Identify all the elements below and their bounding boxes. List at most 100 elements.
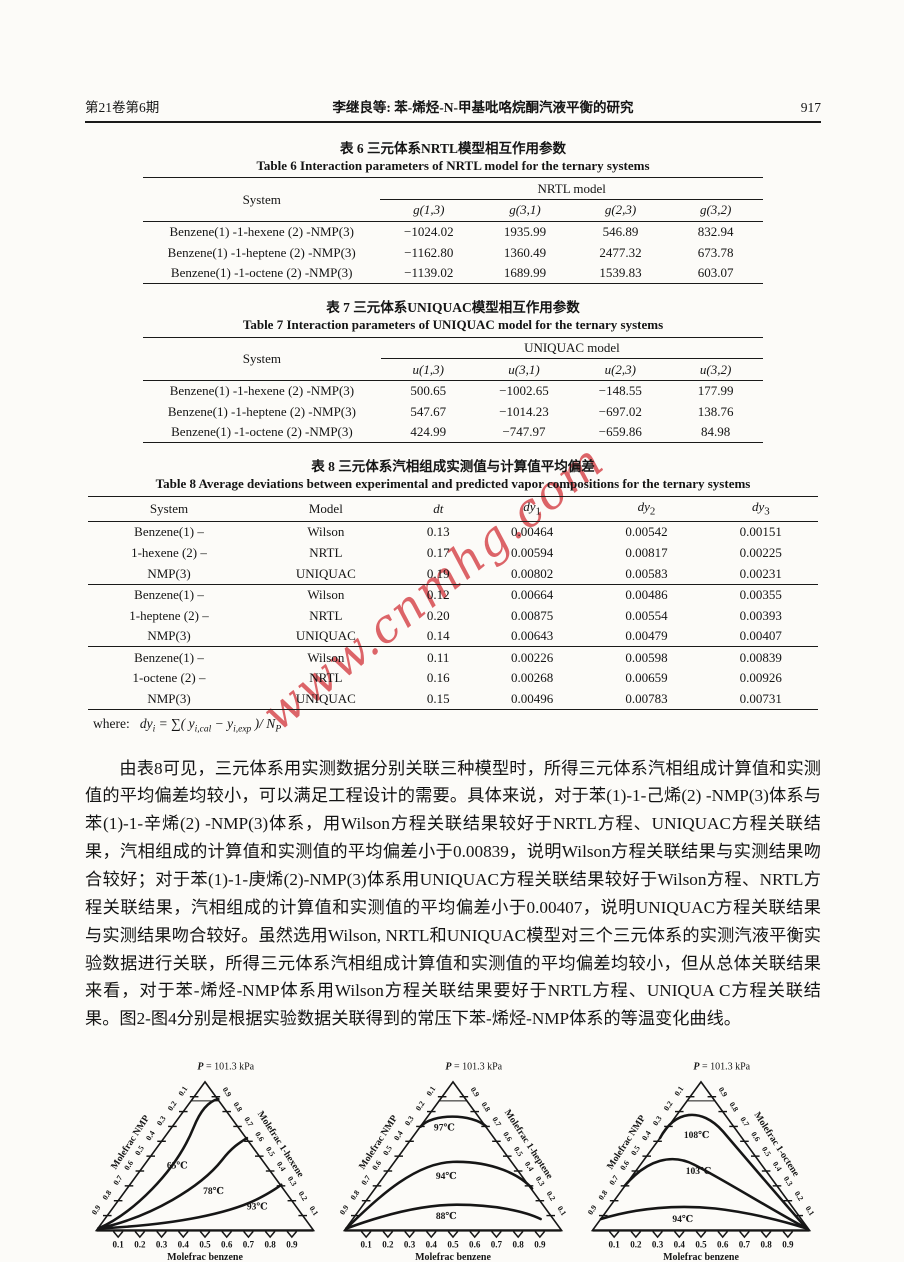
base-chevron bbox=[112, 1231, 124, 1239]
left-tick-label: 0.3 bbox=[651, 1114, 664, 1127]
bottom-tick-label: 0.1 bbox=[112, 1240, 124, 1250]
left-tick-label: 0.4 bbox=[392, 1129, 405, 1142]
system-cell: 1-hexene (2) – bbox=[131, 545, 207, 561]
left-tick-label: 0.1 bbox=[425, 1085, 438, 1098]
left-tick-label: 0.6 bbox=[370, 1159, 383, 1172]
value-cell: −1014.23 bbox=[499, 403, 549, 419]
base-chevron bbox=[404, 1231, 415, 1239]
value-cell: 0.12 bbox=[401, 583, 475, 606]
base-chevron bbox=[177, 1231, 189, 1239]
col-header-system: System bbox=[242, 350, 282, 366]
system-cell: NMP(3) bbox=[147, 565, 191, 581]
param-header: u(1,3) bbox=[412, 361, 444, 377]
system-cell: Benzene(1) -1-octene (2) -NMP(3) bbox=[171, 424, 353, 440]
value-cell: −1024.02 bbox=[403, 224, 454, 240]
table8-section: 表 8 三元体系汽相组成实测值与计算值平均偏差 Table 8 Average … bbox=[85, 458, 821, 735]
isotherm-label: 94℃ bbox=[436, 1172, 457, 1182]
value-cell: 0.00875 bbox=[510, 607, 554, 623]
bottom-tick-label: 0.6 bbox=[717, 1240, 729, 1250]
table-row: Benzene(1) -1-hexene (2) -NMP(3) −1024.02… bbox=[143, 221, 763, 242]
bottom-axis-title: Molefrac benzene bbox=[663, 1252, 739, 1262]
bottom-tick-label: 0.8 bbox=[760, 1240, 772, 1250]
right-tick-label: 0.5 bbox=[760, 1145, 773, 1158]
base-chevron bbox=[695, 1231, 707, 1239]
header-page-number: 917 bbox=[800, 100, 821, 115]
left-tick-label: 0.7 bbox=[607, 1174, 620, 1187]
table8-title-cn: 表 8 三元体系汽相组成实测值与计算值平均偏差 bbox=[311, 459, 595, 475]
value-cell: Wilson bbox=[307, 524, 345, 540]
right-tick-label: 0.5 bbox=[512, 1145, 525, 1158]
value-cell: 0.00783 bbox=[625, 690, 668, 706]
left-tick-label: 0.3 bbox=[403, 1114, 416, 1127]
value-cell: −1139.02 bbox=[404, 265, 454, 281]
value-cell: 0.16 bbox=[426, 670, 450, 686]
model-group-header: NRTL model bbox=[380, 177, 763, 200]
ternary-diagram-fig3: 0.9 0.9 0.1 0.8 0.8 0.2 0.7 0.7 0.3 0.6 0.6 0.4 0.5 0… bbox=[338, 1062, 569, 1262]
system-cell: 1-octene (2) – bbox=[132, 670, 206, 686]
col-header: dy3 bbox=[751, 499, 770, 518]
body-paragraph: 由表8可见，三元体系用实测数据分别关联三种模型时，所得三元体系汽相组成计算值和实… bbox=[85, 758, 821, 1029]
value-cell: 0.00817 bbox=[625, 545, 668, 561]
value-cell: 0.00225 bbox=[739, 545, 782, 561]
right-tick-label: 0.3 bbox=[782, 1175, 795, 1188]
value-cell: 177.99 bbox=[697, 383, 734, 399]
base-chevron bbox=[243, 1231, 254, 1239]
right-tick-label: 0.8 bbox=[479, 1101, 492, 1114]
ternary-diagram-fig2: 0.9 0.9 0.1 0.8 0.8 0.2 0.7 0.7 0.3 0.6 0.6 0.4 0.5 0… bbox=[90, 1062, 321, 1262]
isotherm-label: 88℃ bbox=[436, 1212, 457, 1222]
value-cell: 1689.99 bbox=[503, 265, 547, 281]
right-tick-label: 0.6 bbox=[501, 1130, 514, 1143]
right-tick-label: 0.7 bbox=[738, 1115, 751, 1128]
table-row: Benzene(1) -1-octene (2) -NMP(3) −1139.02… bbox=[143, 263, 763, 284]
base-chevron bbox=[156, 1231, 167, 1239]
right-tick-label: 0.8 bbox=[727, 1101, 740, 1114]
uniquac-parameters-table: System UNIQUAC model u(1,3) u(3,1) u(2,3) u(3… bbox=[143, 336, 763, 444]
value-cell: 0.11 bbox=[401, 646, 475, 668]
base-chevron bbox=[447, 1231, 459, 1239]
right-tick-label: 0.9 bbox=[717, 1086, 730, 1099]
table-row: Benzene(1) – Wilson 0.12 0.00664 0.00486 0.00… bbox=[88, 583, 818, 606]
base-chevron bbox=[673, 1231, 685, 1239]
col-header: Model bbox=[308, 501, 343, 517]
table-row: NMP(3) UNIQUAC 0.15 0.00496 0.00783 0.00731 bbox=[88, 688, 818, 709]
right-tick-label: 0.1 bbox=[555, 1205, 568, 1218]
value-cell: 0.14 bbox=[426, 628, 450, 644]
right-tick-label: 0.3 bbox=[286, 1175, 299, 1188]
table8-formula: where: dyi = ∑( yi,cal − yi,exp )/ NP bbox=[93, 715, 282, 735]
table-row: 1-hexene (2) – NRTL 0.17 0.00594 0.00817 0.00… bbox=[88, 543, 818, 564]
bottom-tick-label: 0.2 bbox=[630, 1240, 642, 1250]
left-tick-label: 0.1 bbox=[673, 1085, 686, 1098]
value-cell: 0.00393 bbox=[739, 607, 782, 623]
right-tick-label: 0.4 bbox=[523, 1160, 536, 1173]
bottom-tick-label: 0.5 bbox=[447, 1240, 459, 1250]
bottom-tick-label: 0.7 bbox=[491, 1240, 503, 1250]
base-chevron bbox=[469, 1231, 481, 1239]
col-header: dy1 bbox=[523, 499, 541, 518]
right-tick-label: 0.5 bbox=[264, 1145, 277, 1158]
system-cell: Benzene(1) -1-octene (2) -NMP(3) bbox=[170, 265, 353, 281]
bottom-tick-label: 0.9 bbox=[534, 1240, 546, 1250]
value-cell: NRTL bbox=[309, 607, 343, 623]
value-cell: Wilson bbox=[250, 583, 402, 606]
value-cell: 0.00664 bbox=[474, 583, 590, 606]
table-row: Benzene(1) -1-heptene (2) -NMP(3) 547.67 −… bbox=[143, 401, 763, 422]
bottom-tick-label: 0.5 bbox=[695, 1240, 707, 1250]
isotherm-label: 103℃ bbox=[686, 1167, 712, 1177]
table8-title-en: Table 8 Average deviations between exper… bbox=[155, 475, 751, 491]
value-cell: UNIQUAC bbox=[295, 690, 356, 706]
value-cell: 0.19 bbox=[426, 565, 450, 581]
left-tick-label: 0.8 bbox=[101, 1189, 114, 1202]
bottom-tick-label: 0.9 bbox=[782, 1240, 794, 1250]
system-cell: Benzene(1) – bbox=[134, 524, 204, 540]
bottom-tick-label: 0.2 bbox=[382, 1240, 394, 1250]
left-tick-label: 0.2 bbox=[662, 1099, 675, 1112]
system-cell: Benzene(1) -1-heptene (2) -NMP(3) bbox=[167, 403, 356, 419]
bottom-tick-label: 0.9 bbox=[286, 1240, 298, 1250]
bottom-tick-label: 0.1 bbox=[360, 1240, 372, 1250]
right-tick-label: 0.2 bbox=[793, 1190, 806, 1203]
value-cell: −148.55 bbox=[598, 383, 642, 399]
value-cell: 0.00839 bbox=[703, 646, 818, 668]
value-cell: Wilson bbox=[250, 646, 402, 668]
isotherm-curve bbox=[97, 1097, 220, 1230]
